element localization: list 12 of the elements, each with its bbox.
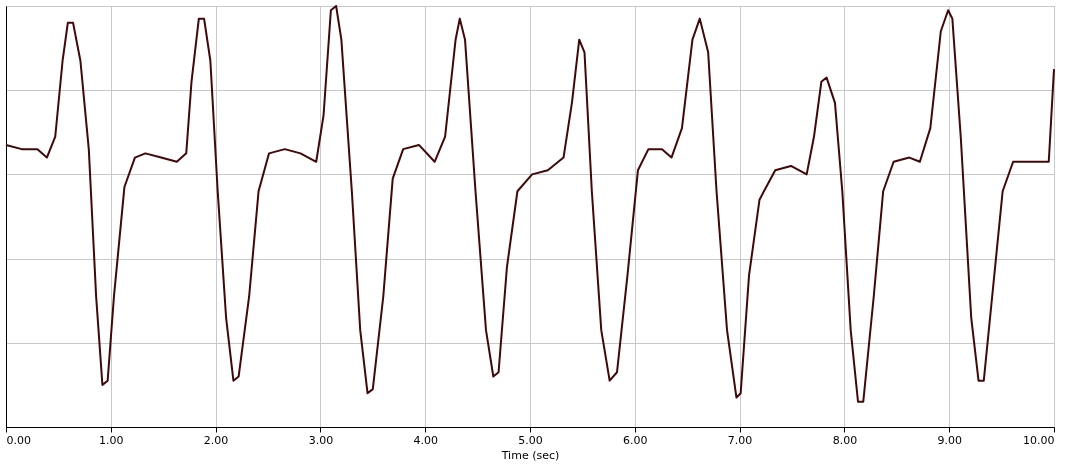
x-tick-label: 0.00 <box>6 433 31 447</box>
x-tick-label: 4.00 <box>413 433 438 447</box>
x-tick-label: 9.00 <box>937 433 962 447</box>
x-tick-label: 7.00 <box>727 433 753 447</box>
x-tick-label: 6.00 <box>623 433 648 447</box>
x-tick-label: 2.00 <box>203 433 229 447</box>
x-axis-title: Time (sec) <box>500 448 560 462</box>
x-tick-label: 10.00 <box>1023 433 1055 447</box>
x-tick-label: 3.00 <box>308 433 334 447</box>
x-tick-label: 5.00 <box>518 433 543 447</box>
x-tick-label: 1.00 <box>99 433 124 447</box>
x-tick-label: 8.00 <box>832 433 858 447</box>
